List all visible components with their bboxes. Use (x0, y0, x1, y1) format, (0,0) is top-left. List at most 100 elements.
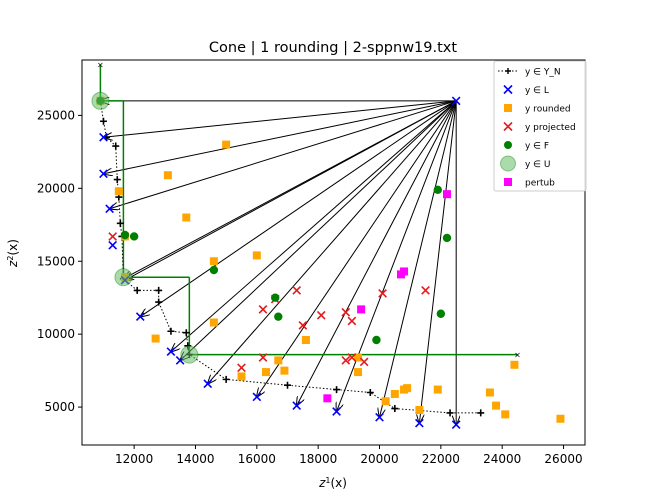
l-point (203, 379, 213, 389)
rounded-point (501, 410, 510, 419)
legend-marker (504, 104, 512, 112)
rounded-point (492, 401, 501, 410)
rounded-point (381, 397, 390, 406)
l-point (135, 312, 145, 322)
legend-label: y rounded (525, 105, 571, 115)
f-point (436, 309, 446, 318)
rounded-point (390, 389, 399, 398)
projection-arrow (380, 100, 457, 417)
legend: y ∈ Y_Ny ∈ L y rounded y projected y ∈ F y ∈… (493, 60, 587, 192)
legend-marker (505, 68, 511, 74)
rounded-point (403, 384, 412, 393)
yn-point (222, 375, 230, 383)
l-point (99, 169, 108, 179)
projected-point (316, 310, 326, 320)
legend-label: y ∈ L (525, 86, 549, 96)
projected-point (421, 286, 430, 295)
plot-area: 12000 14000 16000 18000 20000 22000 24000 26000… (37, 59, 586, 466)
rounded-point (114, 187, 123, 196)
x-tick-label: 14000 (176, 452, 214, 466)
legend-marker (500, 155, 516, 172)
l-point (252, 392, 262, 402)
projected-point (359, 357, 369, 367)
legend-label: y ∈ F (525, 142, 549, 152)
yn-point (113, 176, 121, 184)
legend-frame (493, 60, 587, 192)
projected-point (341, 356, 351, 365)
projected-point (258, 353, 268, 362)
rounded-point (556, 414, 565, 423)
rounded-point (415, 406, 424, 414)
l-point (108, 240, 118, 250)
f-point (129, 232, 139, 241)
x-tick-label: 16000 (238, 452, 276, 466)
projection-arrow (257, 100, 457, 397)
legend-marker (504, 178, 512, 186)
rounded-point (354, 368, 363, 377)
x-tick-label: 12000 (115, 452, 153, 466)
y-axis-label: z2(x) (6, 239, 21, 268)
l-point (451, 96, 461, 106)
u-point (91, 91, 110, 110)
rounded-point (151, 334, 160, 343)
l-point (105, 204, 114, 214)
yn-point (283, 381, 291, 389)
projected-point (347, 353, 357, 362)
rounded-point (262, 368, 271, 377)
yn-point (155, 298, 163, 306)
projection-arrow (103, 100, 457, 174)
f-point (120, 230, 130, 240)
rounded-point (163, 171, 172, 180)
l-point (415, 418, 424, 428)
legend-marker (503, 84, 513, 95)
pertub-point (442, 190, 451, 199)
x-tick-label: 20000 (360, 452, 398, 466)
rounded-point (222, 140, 231, 149)
f-point (372, 335, 381, 345)
yn-point (366, 389, 374, 396)
x-tick-label: 18000 (299, 452, 337, 466)
projected-point (298, 321, 308, 330)
yn-point (182, 329, 190, 337)
y-tick-label: 5000 (44, 400, 75, 414)
projected-point (347, 316, 357, 326)
legend-label: y ∈ Y_N (525, 68, 561, 78)
f-point (209, 265, 219, 275)
pertub-point (357, 305, 366, 314)
projected-point (292, 286, 302, 295)
f-point (274, 312, 283, 321)
yn-path (99, 100, 481, 414)
u-point (180, 345, 199, 364)
x-axis-label: z1(x) (318, 476, 347, 491)
yn-point (333, 386, 341, 394)
pertub-point (323, 394, 332, 403)
f-point (271, 293, 280, 302)
projection-arrow (171, 100, 457, 352)
legend-marker (503, 121, 513, 132)
yn-point (112, 142, 120, 150)
projection-arrow (419, 100, 457, 423)
rounded-point (182, 213, 191, 222)
legend-label: y projected (525, 123, 576, 133)
yn-point (116, 219, 124, 227)
y-tick-label: 15000 (37, 254, 75, 268)
yn-point (167, 327, 175, 335)
pertub-point (400, 267, 409, 276)
x-tick-label: 26000 (544, 452, 582, 466)
l-point (451, 420, 461, 429)
y-tick-label: 20000 (37, 181, 75, 195)
projection-arrow (125, 100, 457, 280)
projected-point (108, 232, 118, 241)
legend-marker (504, 141, 512, 149)
projected-point (237, 363, 246, 373)
rounded-point (354, 353, 363, 362)
rounded-point (209, 257, 218, 266)
rounded-point (510, 360, 519, 369)
l-point (375, 412, 384, 422)
rounded-point (274, 356, 283, 365)
f-point (433, 185, 442, 194)
rounded-point (433, 385, 442, 394)
legend-label: pertub (525, 179, 555, 189)
rounded-point (252, 251, 261, 260)
